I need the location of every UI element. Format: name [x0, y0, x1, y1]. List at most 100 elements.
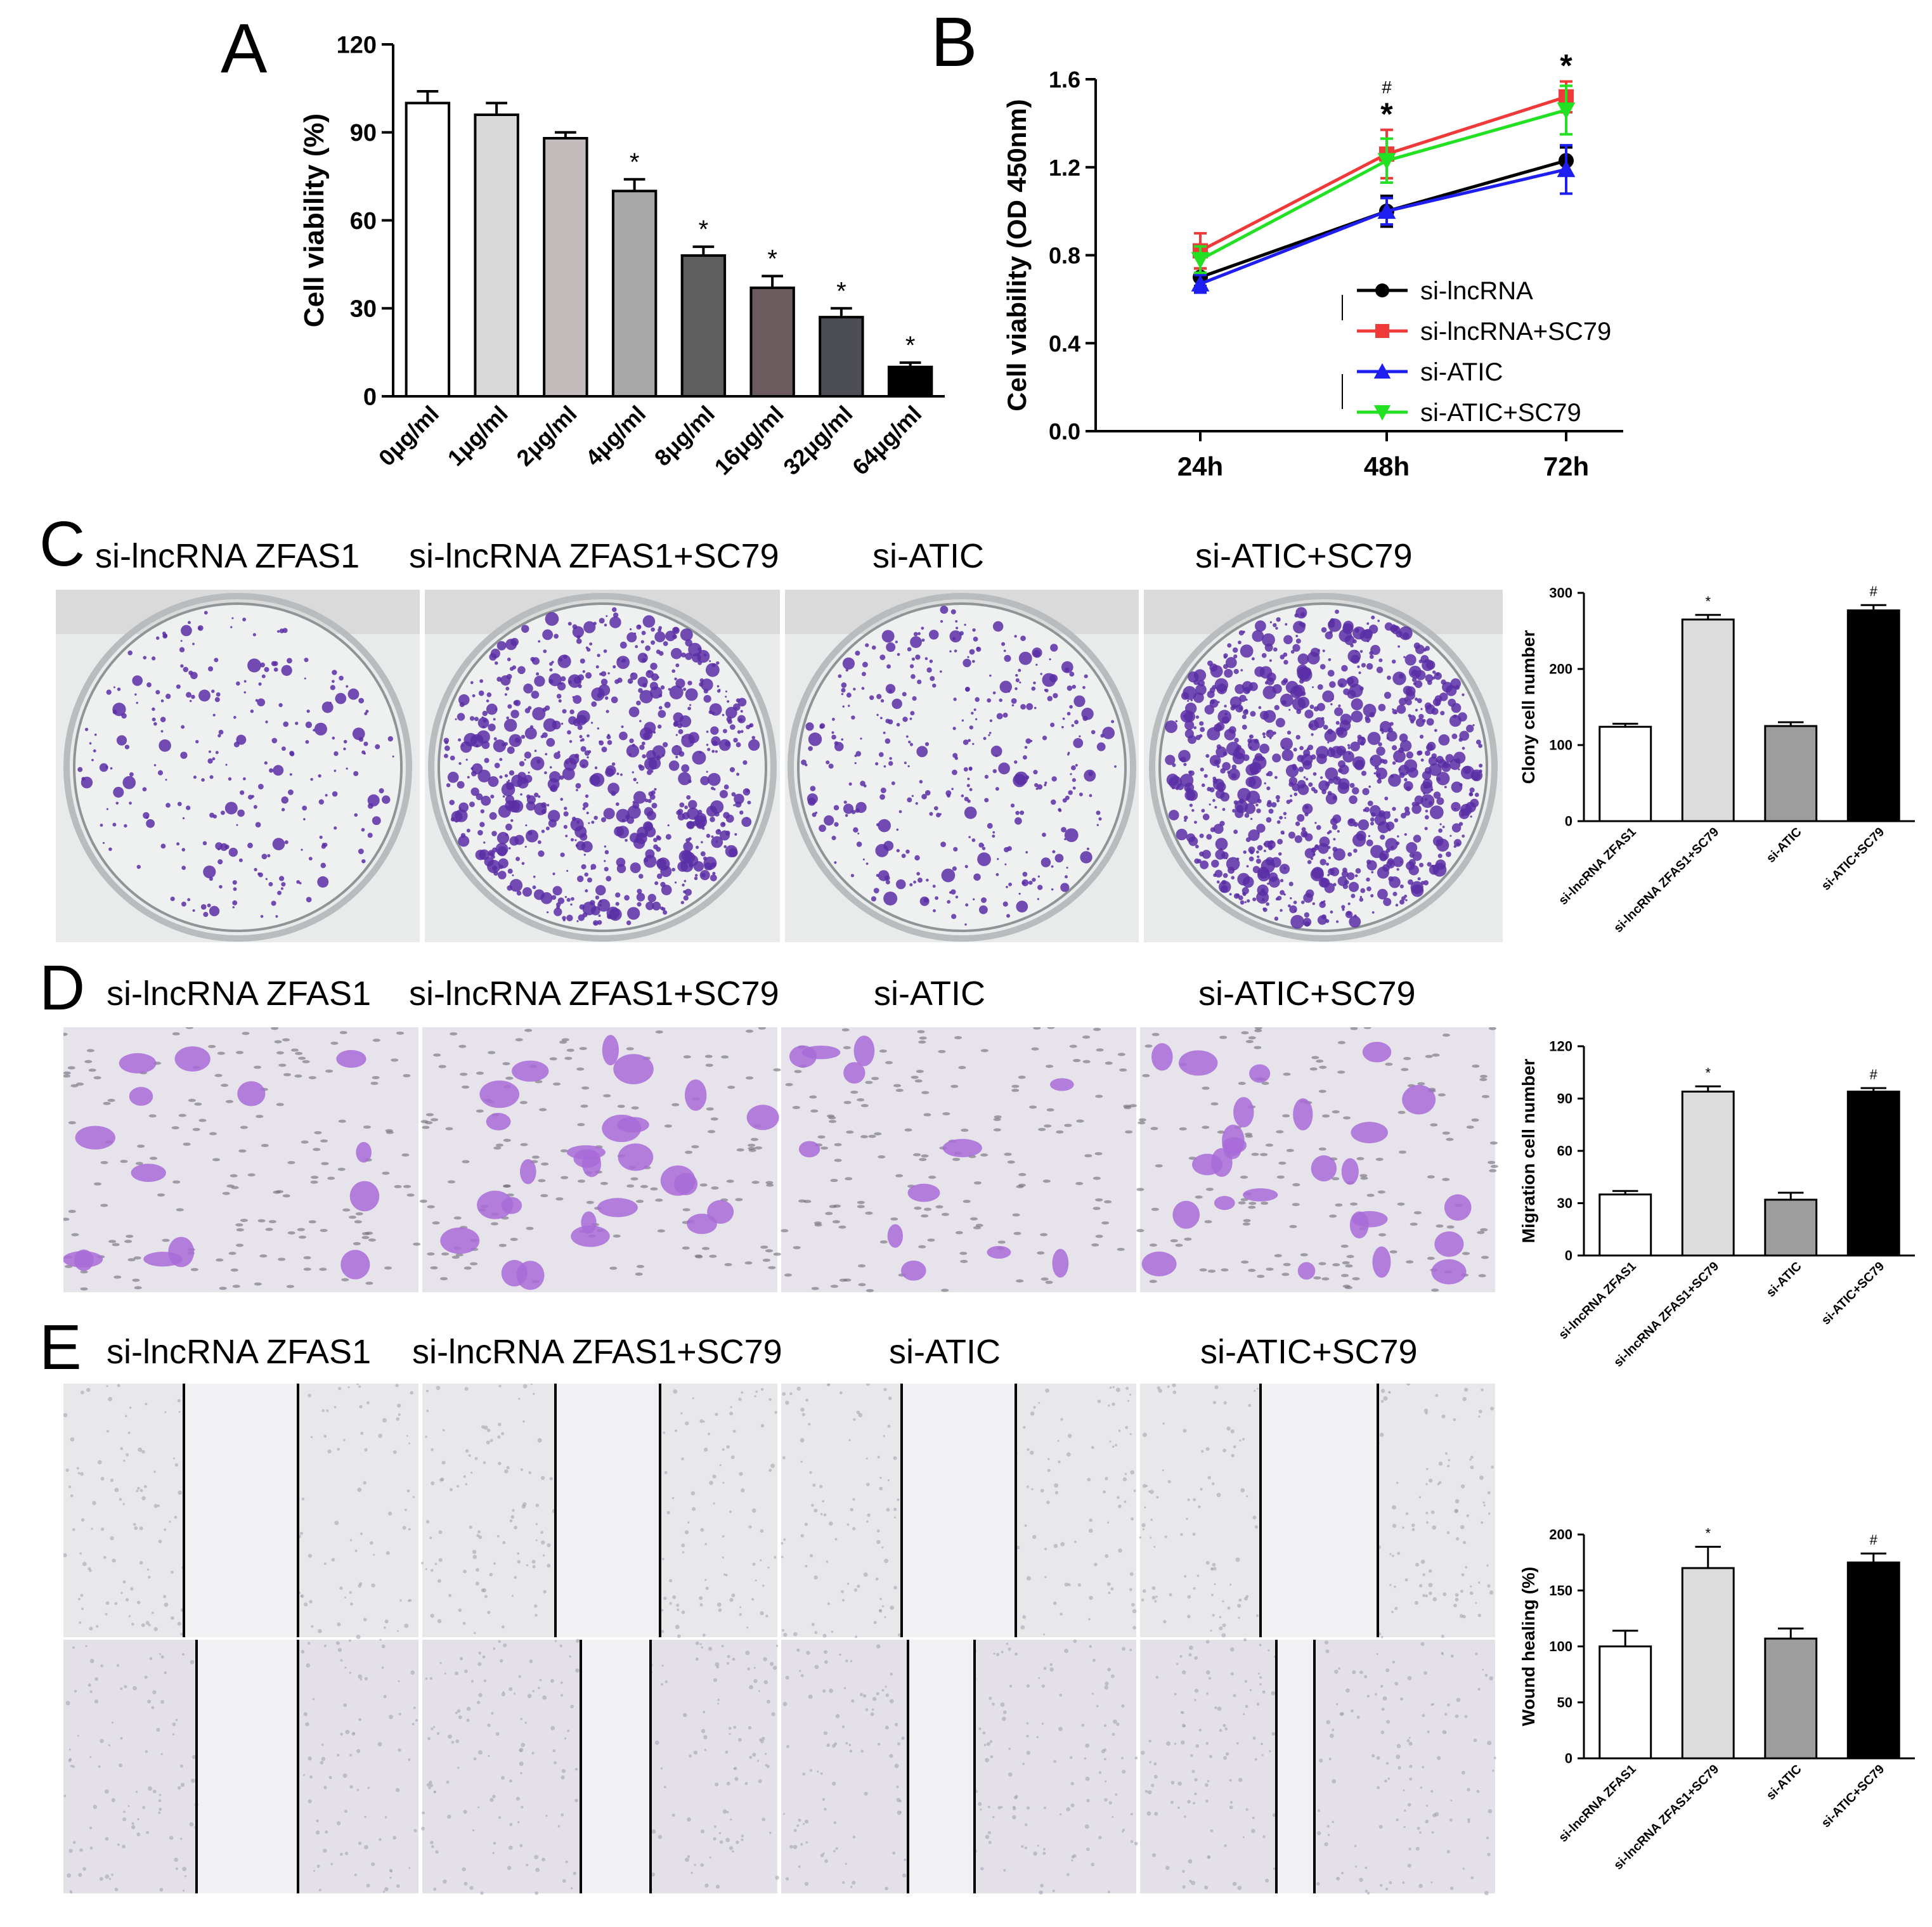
colony: [520, 793, 522, 796]
membrane-pore: [858, 1283, 866, 1287]
membrane-pore: [148, 1114, 157, 1118]
colony: [621, 658, 626, 663]
cell-dot: [1183, 1815, 1186, 1819]
colony: [1084, 674, 1088, 678]
colony: [682, 736, 684, 738]
colony: [121, 713, 127, 719]
colony: [914, 855, 920, 861]
colony: [617, 658, 620, 661]
colony: [1018, 892, 1021, 895]
migrated-cell: [1297, 1262, 1316, 1280]
colony: [967, 799, 971, 803]
colony: [641, 741, 645, 746]
membrane-pore: [890, 1217, 898, 1221]
colony: [493, 718, 496, 721]
migrated-cell: [571, 1225, 610, 1247]
y-tick-label: 60: [350, 208, 377, 235]
cell-dot: [1125, 1425, 1129, 1429]
colony: [545, 612, 559, 626]
cell-dot: [1389, 1553, 1392, 1555]
colony: [1424, 815, 1429, 820]
colony: [106, 808, 108, 810]
colony: [916, 872, 920, 876]
cell-dot: [349, 1671, 351, 1674]
membrane-pore: [127, 1258, 136, 1262]
colony: [1224, 712, 1228, 716]
membrane-pore: [865, 1080, 873, 1084]
cell-dot: [853, 1418, 856, 1421]
colony: [713, 788, 716, 791]
colony: [1479, 769, 1482, 774]
colony: [965, 687, 970, 692]
cell-dot: [89, 1626, 93, 1631]
data-point: [1191, 252, 1210, 269]
membrane-pore: [631, 1106, 639, 1110]
colony: [225, 763, 228, 766]
cell-dot: [1021, 1845, 1024, 1848]
cell-dot: [1443, 1592, 1447, 1597]
cell-dot: [307, 1642, 311, 1645]
cell-dot: [1237, 1604, 1242, 1608]
cell-dot: [141, 1496, 146, 1501]
migrated-cell: [1402, 1085, 1436, 1115]
cell-dot: [876, 1529, 880, 1533]
cell-dot: [509, 1687, 513, 1691]
membrane-pore: [685, 1150, 693, 1154]
colony: [1262, 633, 1275, 647]
colony: [1366, 859, 1371, 864]
colony: [247, 842, 253, 848]
cell-dot: [402, 1526, 406, 1530]
colony: [1238, 640, 1242, 645]
cell-dot: [1478, 1415, 1481, 1418]
colony: [499, 775, 503, 779]
membrane-pore: [1082, 1035, 1091, 1039]
cell-dot: [1367, 1891, 1370, 1895]
membrane-pore: [1238, 1201, 1246, 1205]
significance-mark: *: [905, 332, 916, 360]
colony: [910, 636, 922, 649]
membrane-pore: [1318, 1262, 1326, 1266]
membrane-pore: [276, 1103, 284, 1106]
bar: [819, 316, 864, 398]
colony: [1244, 813, 1250, 818]
colony: [1231, 764, 1237, 770]
membrane-pore: [176, 1208, 184, 1212]
cell-dot: [483, 1679, 487, 1682]
colony: [694, 874, 698, 877]
cell-dot: [145, 1621, 150, 1625]
plate-rim: [63, 593, 412, 942]
cell-dot: [478, 1750, 483, 1755]
cell-dot: [506, 1466, 510, 1470]
membrane-pore: [1318, 1147, 1326, 1151]
colony: [1383, 897, 1392, 906]
colony: [181, 725, 185, 729]
cell-dot: [408, 1867, 411, 1869]
membrane-pore: [1490, 1165, 1498, 1169]
colony: [1224, 668, 1233, 678]
colony: [951, 914, 957, 919]
colony: [475, 849, 486, 860]
cell-dot: [389, 1715, 394, 1720]
cell-dot: [715, 1413, 718, 1417]
cell-dot: [1038, 1677, 1041, 1679]
cell-dot: [733, 1725, 737, 1729]
data-point: [1375, 283, 1389, 297]
colony: [566, 898, 571, 902]
cell-dot: [1379, 1884, 1383, 1887]
membrane-pore: [952, 1157, 961, 1161]
colony: [725, 831, 730, 836]
colony: [1369, 651, 1373, 656]
colony: [243, 691, 246, 694]
membrane-pore: [1004, 1152, 1012, 1156]
cell-dot: [986, 1742, 990, 1746]
cell-dot: [164, 1602, 169, 1607]
membrane-pore: [438, 1065, 446, 1068]
colony: [582, 807, 586, 810]
colony: [215, 751, 219, 755]
membrane-pore: [124, 1240, 133, 1243]
membrane-pore: [1342, 1284, 1351, 1288]
panel-e-label-2: si-lncRNA ZFAS1+SC79: [412, 1333, 782, 1371]
membrane-pore: [1389, 1250, 1397, 1254]
